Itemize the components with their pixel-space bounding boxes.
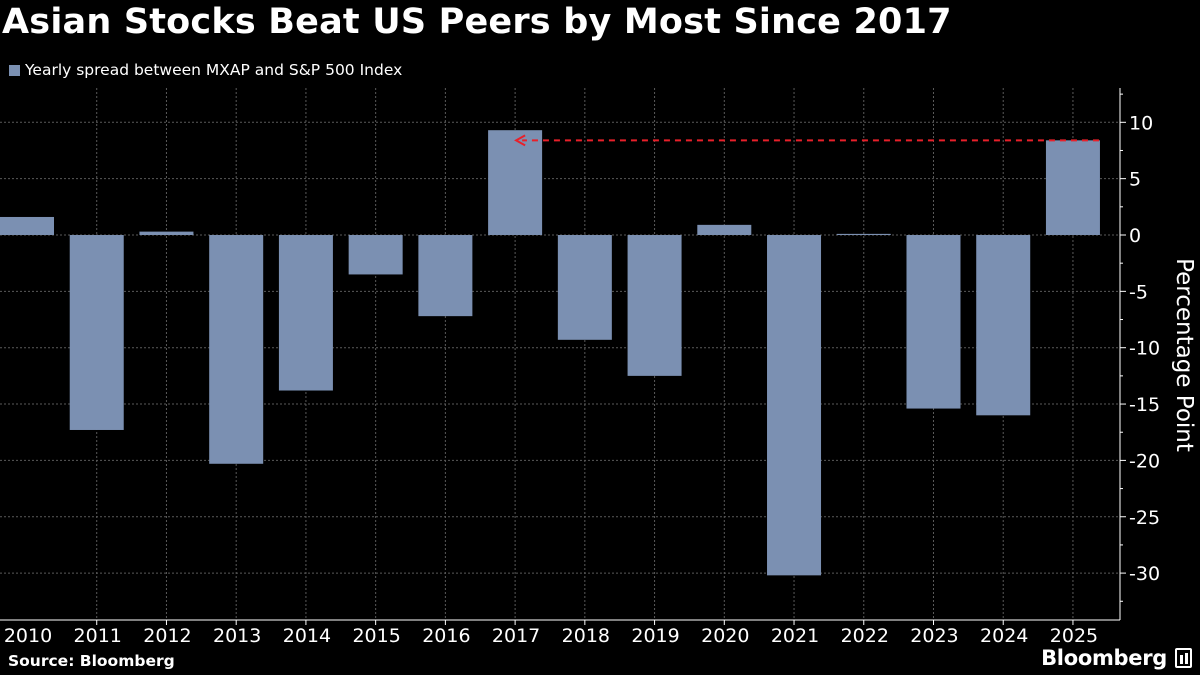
bar-2011	[69, 235, 124, 430]
x-tick-label: 2024	[980, 625, 1028, 647]
y-axis-label: Percentage Point	[1171, 258, 1197, 452]
legend: Yearly spread between MXAP and S&P 500 I…	[9, 61, 402, 79]
x-tick-label: 2025	[1050, 625, 1098, 647]
bar-2012	[139, 231, 194, 235]
source-note: Source: Bloomberg	[8, 652, 175, 670]
bar-2018	[557, 235, 612, 340]
bar-2013	[209, 235, 264, 464]
x-tick-label: 2020	[701, 625, 749, 647]
legend-swatch	[9, 64, 20, 76]
bar-2016	[418, 235, 473, 317]
bar-2015	[348, 235, 403, 275]
y-tick-label: -5	[1129, 281, 1148, 303]
y-tick-label: 0	[1129, 225, 1141, 247]
legend-label: Yearly spread between MXAP and S&P 500 I…	[25, 61, 403, 79]
x-tick-label: 2013	[213, 625, 261, 647]
x-tick-label: 2021	[771, 625, 819, 647]
brand-wordmark: Bloomberg	[1041, 646, 1167, 670]
y-tick-label: -15	[1129, 394, 1160, 416]
x-tick-label: 2019	[631, 625, 679, 647]
x-tick-label: 2023	[910, 625, 958, 647]
x-tick-label: 2012	[143, 625, 191, 647]
annotations	[514, 134, 1099, 147]
bar-2021	[767, 235, 822, 576]
y-tick-label: -20	[1129, 450, 1160, 472]
x-tick-label: 2017	[492, 625, 540, 647]
arrowhead-icon	[514, 134, 526, 147]
chart-title: Asian Stocks Beat US Peers by Most Since…	[2, 2, 952, 42]
x-tick-label: 2015	[352, 625, 400, 647]
x-tick-label: 2022	[841, 625, 889, 647]
x-tick-label: 2018	[562, 625, 610, 647]
bar-2023	[906, 235, 961, 409]
bar-2010	[0, 216, 54, 235]
y-tick-label: -25	[1129, 507, 1160, 529]
x-tick-label: 2010	[4, 625, 52, 647]
x-tick-labels: 2010 2011 2012 2013 2014 2015 2016 2017 2018 2019…	[4, 625, 1098, 647]
axes	[0, 88, 1126, 625]
y-tick-label: -30	[1129, 563, 1160, 585]
bar-2014	[278, 235, 333, 391]
x-tick-label: 2014	[283, 625, 331, 647]
y-tick-label: 5	[1129, 169, 1141, 191]
bar-2019	[627, 235, 682, 376]
x-tick-label: 2011	[74, 625, 122, 647]
bars	[0, 130, 1100, 576]
y-tick-label: 10	[1129, 112, 1153, 134]
bloomberg-terminal-icon	[1175, 648, 1192, 668]
bloomberg-logo: Bloomberg	[1041, 646, 1192, 670]
y-tick-labels: 10 5 0 -5 -10 -15 -20 -25 -30	[1129, 112, 1160, 585]
bar-2022	[836, 233, 891, 235]
bar-2025	[1045, 140, 1100, 235]
x-tick-label: 2016	[422, 625, 470, 647]
bar-2020	[697, 224, 752, 235]
y-tick-label: -10	[1129, 338, 1160, 360]
bar-2017	[488, 130, 543, 235]
bar-2024	[976, 235, 1031, 416]
